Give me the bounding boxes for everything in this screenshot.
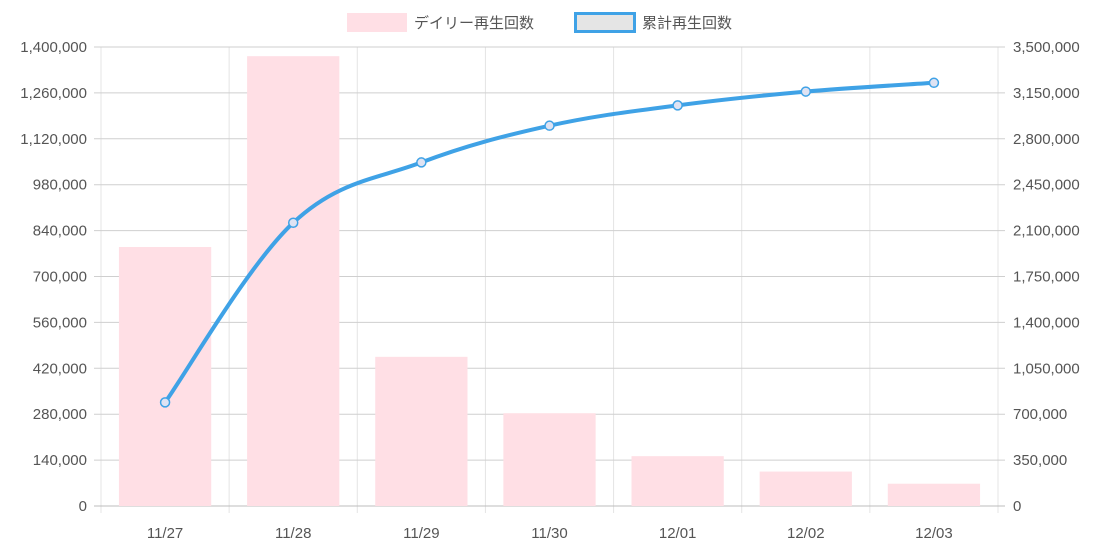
y-left-tick-label: 280,000 bbox=[33, 406, 87, 423]
vertical-gridlines bbox=[100, 47, 999, 513]
y-left-tick-label: 700,000 bbox=[33, 269, 87, 286]
x-tick-label: 12/03 bbox=[915, 525, 953, 542]
bar-11-27[interactable] bbox=[118, 246, 212, 506]
y-right-tick-label: 1,050,000 bbox=[1013, 360, 1080, 377]
line-series bbox=[159, 77, 940, 408]
x-tick-label: 11/30 bbox=[531, 525, 567, 542]
x-tick-label: 11/27 bbox=[147, 525, 183, 542]
y-right-tick-label: 700,000 bbox=[1013, 406, 1067, 423]
legend-swatch-daily bbox=[347, 13, 407, 32]
legend-label-cumulative: 累計再生回数 bbox=[642, 14, 732, 32]
point-11-27[interactable] bbox=[159, 397, 171, 408]
y-right-tick-label: 1,750,000 bbox=[1013, 269, 1080, 286]
y-left-tick-label: 560,000 bbox=[33, 314, 87, 331]
y-left-tick-label: 140,000 bbox=[33, 452, 87, 469]
bar-series bbox=[118, 56, 981, 507]
x-tick-label: 11/29 bbox=[403, 525, 439, 542]
y-left-tick-label: 0 bbox=[79, 498, 87, 515]
y-left-tick-label: 1,400,000 bbox=[20, 39, 87, 56]
y-left-tick-label: 420,000 bbox=[33, 360, 87, 377]
y-right-tick-label: 3,500,000 bbox=[1013, 39, 1080, 56]
y-right-tick-label: 350,000 bbox=[1013, 452, 1067, 469]
legend-item-daily[interactable]: デイリー再生回数 bbox=[347, 13, 534, 32]
x-tick-label: 11/28 bbox=[275, 525, 311, 542]
bar-11-29[interactable] bbox=[375, 356, 468, 506]
point-11-28[interactable] bbox=[287, 217, 299, 228]
y-left-tick-label: 1,120,000 bbox=[20, 131, 87, 148]
x-tick-label: 12/01 bbox=[659, 525, 697, 542]
bar-11-28[interactable] bbox=[247, 56, 340, 507]
point-12-02[interactable] bbox=[800, 86, 812, 97]
y-right-tick-label: 1,400,000 bbox=[1013, 314, 1080, 331]
point-12-03[interactable] bbox=[928, 77, 940, 89]
legend-item-cumulative[interactable]: 累計再生回数 bbox=[574, 12, 733, 33]
bar-12-01[interactable] bbox=[631, 456, 724, 506]
y-left-tick-label: 840,000 bbox=[33, 223, 87, 240]
y-right-tick-label: 0 bbox=[1013, 498, 1021, 515]
legend-swatch-cumulative bbox=[574, 12, 636, 33]
bar-12-02[interactable] bbox=[759, 471, 852, 506]
bar-11-30[interactable] bbox=[503, 413, 596, 506]
horizontal-gridlines bbox=[94, 46, 1005, 507]
point-11-30[interactable] bbox=[544, 120, 555, 131]
left-y-axis: 0 140,000 280,000 420,000 560,000 700,000 840,… bbox=[20, 39, 87, 515]
point-12-01[interactable] bbox=[672, 100, 683, 111]
y-right-tick-label: 2,100,000 bbox=[1013, 223, 1080, 240]
x-axis: 11/27 11/28 11/29 11/30 12/01 12/02 12/03 bbox=[147, 525, 953, 542]
point-11-29[interactable] bbox=[416, 157, 427, 168]
legend: デイリー再生回数 累計再生回数 bbox=[347, 12, 733, 33]
legend-label-daily: デイリー再生回数 bbox=[414, 14, 534, 32]
y-right-tick-label: 2,450,000 bbox=[1013, 177, 1080, 194]
x-tick-label: 12/02 bbox=[787, 525, 825, 542]
bar-12-03[interactable] bbox=[887, 483, 981, 506]
y-left-tick-label: 980,000 bbox=[33, 177, 87, 194]
y-left-tick-label: 1,260,000 bbox=[20, 85, 87, 102]
right-y-axis: 0 350,000 700,000 1,050,000 1,400,000 1,750,0… bbox=[1013, 39, 1080, 515]
y-right-tick-label: 2,800,000 bbox=[1013, 131, 1080, 148]
y-right-tick-label: 3,150,000 bbox=[1013, 85, 1080, 102]
